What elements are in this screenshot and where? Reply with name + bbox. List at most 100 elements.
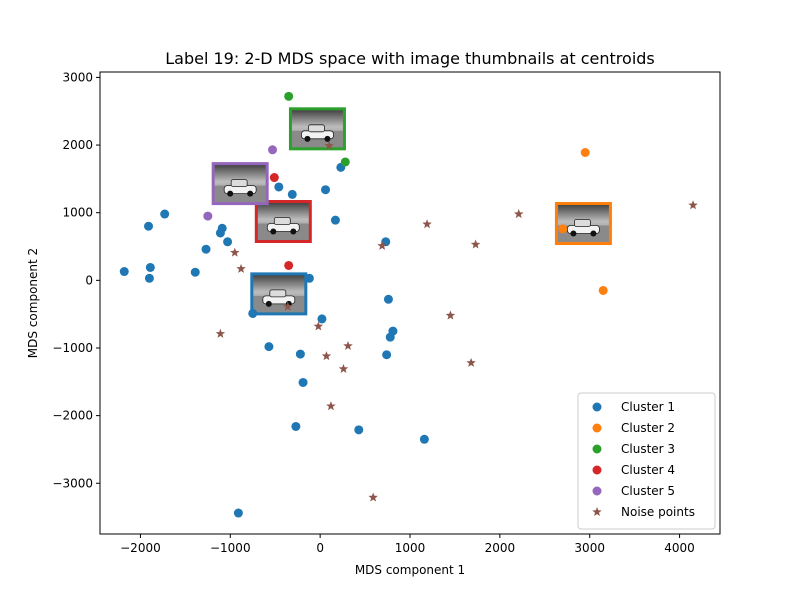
cluster-point bbox=[274, 182, 284, 192]
noise-point bbox=[321, 351, 332, 361]
noise-point bbox=[236, 263, 246, 273]
cluster-point bbox=[269, 173, 279, 183]
cluster-point bbox=[381, 237, 391, 247]
legend: Cluster 1 Cluster 2 Cluster 3 Cluster 4 Clus… bbox=[577, 392, 716, 530]
x-tick-label: −1000 bbox=[210, 541, 251, 555]
cluster-point bbox=[317, 314, 327, 324]
x-tick-label: 4000 bbox=[664, 541, 695, 555]
cluster-point bbox=[382, 350, 392, 360]
cluster-point bbox=[295, 349, 305, 359]
legend-box bbox=[577, 392, 716, 530]
x-tick-label: −2000 bbox=[120, 541, 161, 555]
cluster-point bbox=[248, 308, 258, 318]
noise-point bbox=[215, 328, 226, 338]
legend-marker bbox=[592, 423, 602, 433]
x-tick-label: 2000 bbox=[485, 541, 516, 555]
noise-point bbox=[324, 140, 334, 150]
series-cluster-4 bbox=[269, 173, 294, 270]
cluster-point bbox=[217, 223, 227, 233]
cluster-point bbox=[223, 237, 233, 247]
x-tick-label: 0 bbox=[316, 541, 324, 555]
y-tick-label: −3000 bbox=[52, 476, 93, 490]
cluster-point bbox=[298, 377, 308, 387]
cluster-point bbox=[203, 211, 213, 221]
legend-marker bbox=[592, 486, 602, 496]
cluster-point bbox=[144, 273, 154, 283]
legend-label: Cluster 4 bbox=[621, 463, 675, 477]
cluster-point bbox=[264, 342, 274, 352]
cluster-point bbox=[144, 221, 154, 231]
series-cluster-1 bbox=[119, 162, 429, 518]
noise-point bbox=[313, 321, 324, 331]
thumbnail-cluster-3 bbox=[288, 107, 346, 151]
cluster-point bbox=[284, 91, 294, 101]
y-axis-title: MDS component 2 bbox=[26, 248, 40, 358]
y-tick-label: 1000 bbox=[62, 206, 93, 220]
cluster-point bbox=[330, 215, 340, 225]
cluster-point bbox=[145, 262, 155, 272]
legend-marker bbox=[592, 444, 602, 454]
noise-point bbox=[326, 401, 336, 411]
noise-point bbox=[688, 200, 698, 210]
y-tick-label: 0 bbox=[85, 273, 93, 287]
series-cluster-3 bbox=[284, 91, 350, 167]
x-axis: −2000 −1000 0 1000 2000 3000 4000 bbox=[120, 534, 695, 555]
cluster-point bbox=[388, 326, 398, 336]
x-tick-label: 3000 bbox=[574, 541, 605, 555]
cluster-point bbox=[284, 260, 294, 270]
thumbnail-cluster-4 bbox=[254, 199, 312, 243]
thumbnail-cluster-5 bbox=[211, 162, 269, 206]
y-axis: −3000 −2000 −1000 0 1000 2000 3000 bbox=[52, 70, 100, 490]
noise-point bbox=[338, 363, 349, 373]
cluster-point bbox=[160, 209, 170, 219]
cluster-point bbox=[383, 294, 393, 304]
noise-point bbox=[343, 340, 353, 350]
cluster-point bbox=[598, 285, 608, 295]
noise-point bbox=[422, 219, 432, 229]
legend-marker bbox=[592, 465, 602, 475]
cluster-point bbox=[321, 185, 331, 195]
cluster-point bbox=[268, 145, 278, 155]
legend-label: Cluster 5 bbox=[621, 484, 675, 498]
thumbnail-layer bbox=[211, 107, 612, 316]
legend-label: Noise points bbox=[621, 505, 695, 519]
cluster-point bbox=[233, 508, 243, 518]
noise-point bbox=[368, 492, 378, 502]
cluster-point bbox=[558, 224, 568, 234]
thumbnail-cluster-2 bbox=[554, 202, 612, 246]
cluster-point bbox=[340, 157, 350, 167]
noise-point bbox=[377, 240, 387, 250]
cluster-point bbox=[201, 244, 211, 254]
noise-point bbox=[283, 301, 293, 311]
noise-point bbox=[470, 239, 481, 249]
cluster-point bbox=[419, 434, 429, 444]
y-tick-label: 2000 bbox=[62, 138, 93, 152]
legend-marker bbox=[592, 402, 602, 412]
noise-point bbox=[230, 247, 240, 257]
chart-title: Label 19: 2-D MDS space with image thumb… bbox=[165, 49, 655, 68]
x-tick-label: 1000 bbox=[395, 541, 426, 555]
legend-label: Cluster 2 bbox=[621, 421, 675, 435]
y-tick-label: 3000 bbox=[62, 70, 93, 84]
cluster-point bbox=[287, 189, 297, 199]
cluster-point bbox=[354, 425, 364, 435]
legend-label: Cluster 3 bbox=[621, 442, 675, 456]
thumbnail-cluster-1 bbox=[250, 272, 308, 316]
cluster-point bbox=[119, 267, 129, 277]
cluster-point bbox=[291, 421, 301, 431]
series-cluster-2 bbox=[558, 147, 608, 295]
point-layer bbox=[119, 91, 698, 518]
noise-point bbox=[445, 310, 456, 320]
x-axis-title: MDS component 1 bbox=[355, 563, 465, 577]
noise-point bbox=[513, 209, 524, 219]
noise-point bbox=[466, 357, 476, 367]
series-cluster-5 bbox=[203, 145, 278, 221]
cluster-point bbox=[580, 147, 590, 157]
cluster-point bbox=[190, 267, 200, 277]
legend-marker bbox=[592, 507, 602, 517]
y-tick-label: −1000 bbox=[52, 341, 93, 355]
cluster-point bbox=[304, 273, 314, 283]
legend-label: Cluster 1 bbox=[621, 400, 675, 414]
y-tick-label: −2000 bbox=[52, 409, 93, 423]
